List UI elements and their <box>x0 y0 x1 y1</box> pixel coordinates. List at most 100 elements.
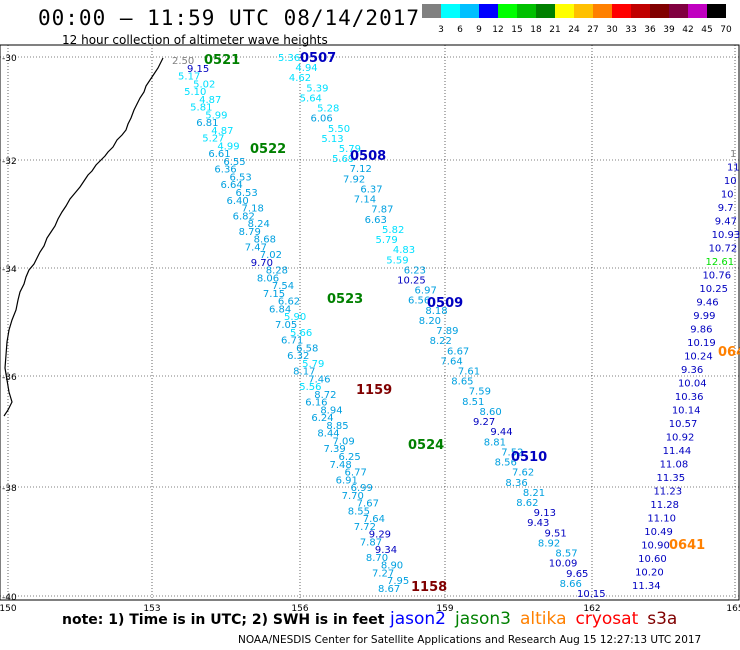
wave-height-value: 7.92 <box>343 174 365 185</box>
legend-altika: altika <box>520 609 567 629</box>
wave-height-value: 9.51 <box>545 528 567 539</box>
scale-swatch <box>460 4 479 18</box>
scale-swatch <box>555 4 574 18</box>
wave-height-value: 10.14 <box>672 406 701 417</box>
wave-height-value: 5.59 <box>386 255 408 266</box>
wave-height-value: 7.14 <box>354 195 376 206</box>
wave-height-value: 10.25 <box>699 284 728 295</box>
wave-height-value: 8.68 <box>254 235 276 246</box>
wave-height-value: 10.72 <box>709 244 738 255</box>
wave-height-value: 6.82 <box>233 211 255 222</box>
wave-height-value: 9.65 <box>566 569 588 580</box>
wave-height-value: 4.99 <box>217 141 239 152</box>
wave-height-value: 10.36 <box>675 392 704 403</box>
pass-id-label: 0521 <box>204 53 240 68</box>
legend-cryosat: cryosat <box>575 609 639 629</box>
wave-height-value: 9.13 <box>534 508 556 519</box>
wave-height-value: 8.44 <box>317 429 339 440</box>
scale-swatch <box>574 4 593 18</box>
wave-height-value: 7.27 <box>372 568 394 579</box>
satellite-legend: jason2 jason3 altika cryosat s3a <box>390 609 686 629</box>
wave-height-value: 5.99 <box>205 110 227 121</box>
scale-label: 9 <box>476 25 482 35</box>
wave-height-value: 6.56 <box>408 296 430 307</box>
wave-height-value: 7.59 <box>469 387 491 398</box>
wave-height-value: 8.24 <box>248 219 270 230</box>
latitude-label: -34 <box>2 265 17 275</box>
wave-height-value: 7.64 <box>440 356 462 367</box>
pass-id-label: 0522 <box>250 142 286 157</box>
wave-height-value: 10 <box>721 190 734 201</box>
wave-height-value: 12.61 <box>706 257 735 268</box>
wave-height-value: 9.7 <box>718 203 734 214</box>
scale-swatch <box>479 4 498 18</box>
scale-swatch <box>707 4 726 18</box>
longitude-label: 150 <box>0 604 17 614</box>
wave-height-value: 10.76 <box>702 271 731 282</box>
scale-label: 33 <box>625 25 636 35</box>
wave-height-value: 4.87 <box>211 126 233 137</box>
wave-height-value: 6.25 <box>339 452 361 463</box>
scale-swatch <box>536 4 555 18</box>
wave-height-value: 8.28 <box>266 266 288 277</box>
scale-swatch <box>650 4 669 18</box>
pass-id-label: 0509 <box>427 296 463 311</box>
wave-height-value: 11.28 <box>650 500 679 511</box>
wave-height-value: 5.28 <box>317 104 339 115</box>
wave-height-value: 7.12 <box>350 164 372 175</box>
scale-label: 12 <box>492 25 503 35</box>
scale-label: 39 <box>663 25 675 35</box>
wave-height-value: 7.48 <box>330 460 352 471</box>
wave-height-value: 8.20 <box>419 316 441 327</box>
scale-swatch <box>612 4 631 18</box>
page-title: 00:00 – 11:59 UTC 08/14/2017 <box>38 6 421 30</box>
wave-height-value: 5.02 <box>193 79 215 90</box>
wave-height-value: 10 <box>724 176 737 187</box>
wave-height-value: 6.36 <box>214 165 236 176</box>
scale-swatch <box>688 4 707 18</box>
scale-label: 15 <box>511 25 522 35</box>
wave-height-value: 6.53 <box>236 188 258 199</box>
wave-height-value: 10.93 <box>712 230 740 241</box>
wave-height-value: 7.89 <box>436 326 458 337</box>
wave-height-value: 7.05 <box>275 320 297 331</box>
pass-labels: 0521 0507 0522 0508 0523 0509 1159 0524 0510 064 0… <box>204 51 740 595</box>
wave-height-value: 8.70 <box>366 553 388 564</box>
wave-height-value: 5.36 <box>278 53 300 64</box>
wave-height-value: 10.57 <box>669 419 698 430</box>
scale-label: 6 <box>457 25 463 35</box>
track-values: 2.509.155.175.025.104.875.815.996.814.87… <box>172 53 740 600</box>
wave-height-value: 8.21 <box>523 488 545 499</box>
wave-height-value: 7.61 <box>458 367 480 378</box>
wave-height-value: 8.67 <box>378 584 400 595</box>
wave-height-value: 8.17 <box>293 367 315 378</box>
scale-label: 42 <box>682 25 693 35</box>
wave-height-value: 10.60 <box>638 554 667 565</box>
page-subtitle: 12 hour collection of altimeter wave hei… <box>62 33 328 47</box>
wave-height-value: 10.49 <box>644 527 673 538</box>
wave-height-value: 7.02 <box>260 250 282 261</box>
wave-height-value: 5.79 <box>302 359 324 370</box>
wave-height-value: 5.56 <box>299 382 321 393</box>
pass-id-label: 0510 <box>511 450 547 465</box>
wave-height-value: 7.70 <box>342 491 364 502</box>
wave-height-value: 5.66 <box>290 328 312 339</box>
wave-height-value: 6.99 <box>351 483 373 494</box>
wave-height-value: 10.20 <box>635 568 664 579</box>
wave-height-value: 7.46 <box>308 374 330 385</box>
wave-height-value: 6.16 <box>305 398 327 409</box>
scale-swatch <box>669 4 688 18</box>
wave-height-value: 10.19 <box>687 338 716 349</box>
wave-height-value: 11.23 <box>653 487 682 498</box>
pass-id-label: 0507 <box>300 51 336 66</box>
pass-id-label: 1159 <box>356 383 392 398</box>
wave-height-value: 6.24 <box>311 413 333 424</box>
wave-height-value: 8.60 <box>480 407 502 418</box>
wave-height-value: 11 <box>727 163 740 174</box>
wave-height-value: 8.85 <box>326 421 348 432</box>
wave-height-value: 10.04 <box>678 379 707 390</box>
wave-height-value: 6.53 <box>229 172 251 183</box>
wave-height-value: 5.10 <box>184 87 206 98</box>
latitude-label: -40 <box>2 593 17 603</box>
